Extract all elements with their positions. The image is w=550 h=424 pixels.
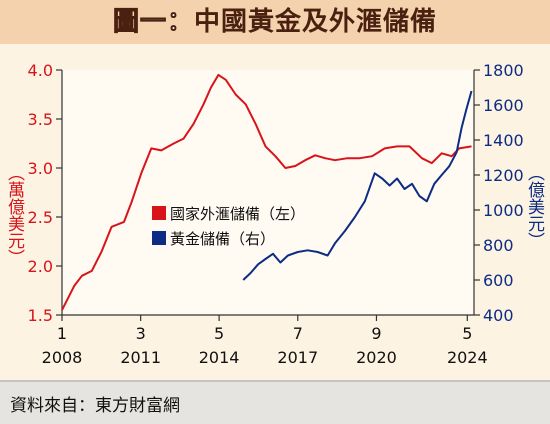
x-tick-year: 2024 (447, 348, 488, 367)
left-axis-title: （萬億美元） (4, 164, 25, 266)
x-tick-year: 2011 (120, 348, 161, 367)
legend-label-gold: 黃金儲備（右） (170, 230, 275, 248)
source-text: 資料來自：東方財富網 (10, 396, 180, 416)
right-axis-title: （億美元） (524, 164, 545, 249)
x-tick-month: 3 (136, 324, 146, 343)
right-tick-label: 1200 (483, 166, 524, 185)
legend-label-reserves: 國家外滙儲備（左） (170, 205, 305, 223)
chart-title-text: 中國黃金及外滙儲備 (194, 7, 438, 37)
series-line-reserves (61, 73, 472, 311)
source-bar: 資料來自：東方財富網 (0, 380, 550, 424)
x-tick-month: 1 (57, 324, 67, 343)
series-lines (61, 73, 473, 311)
right-tick-label: 400 (483, 306, 514, 325)
left-tick-label: 1.5 (28, 306, 53, 325)
x-tick-month: 5 (462, 324, 472, 343)
left-tick-label: 2.5 (28, 208, 53, 227)
legend-swatch-gold (152, 231, 166, 245)
x-tick-month: 5 (214, 324, 224, 343)
right-tick-label: 1000 (483, 201, 524, 220)
x-tick-month: 7 (293, 324, 303, 343)
title-bar (0, 0, 550, 44)
chart-area: 1.5 2.0 2.5 3.0 3.5 4.0 400 600 800 1000 1200 1400… (0, 44, 550, 378)
x-tick-year: 2020 (356, 348, 397, 367)
x-tick-month: 9 (371, 324, 381, 343)
x-tick-year: 2014 (199, 348, 240, 367)
right-tick-label: 1800 (483, 61, 524, 80)
right-tick-label: 1600 (483, 96, 524, 115)
right-tick-label: 600 (483, 271, 514, 290)
legend-swatch-reserves (152, 206, 166, 220)
left-tick-label: 3.5 (28, 110, 53, 129)
left-axis-ticks: 1.5 2.0 2.5 3.0 3.5 4.0 (28, 61, 62, 325)
left-tick-label: 4.0 (28, 61, 53, 80)
chart-title-prefix: 圖一： (112, 7, 194, 38)
x-axis-ticks: 1 2008 3 2011 5 2014 7 2017 9 2020 5 2024 (42, 315, 488, 367)
right-axis-ticks: 400 600 800 1000 1200 1400 1600 1800 (474, 61, 524, 325)
series-line-gold (242, 90, 473, 281)
legend: 國家外滙儲備（左） 黃金儲備（右） (152, 205, 305, 248)
plot-area (62, 70, 474, 315)
left-tick-label: 3.0 (28, 159, 53, 178)
chart-svg: 1.52.02.53.03.54.0 400600800100012001400… (4, 61, 545, 367)
x-tick-year: 2008 (42, 348, 83, 367)
right-tick-label: 1400 (483, 131, 524, 150)
x-tick-year: 2017 (277, 348, 318, 367)
chart-title: 圖一：中國黃金及外滙儲備 (0, 0, 550, 44)
left-tick-label: 2.0 (28, 257, 53, 276)
right-tick-label: 800 (483, 236, 514, 255)
